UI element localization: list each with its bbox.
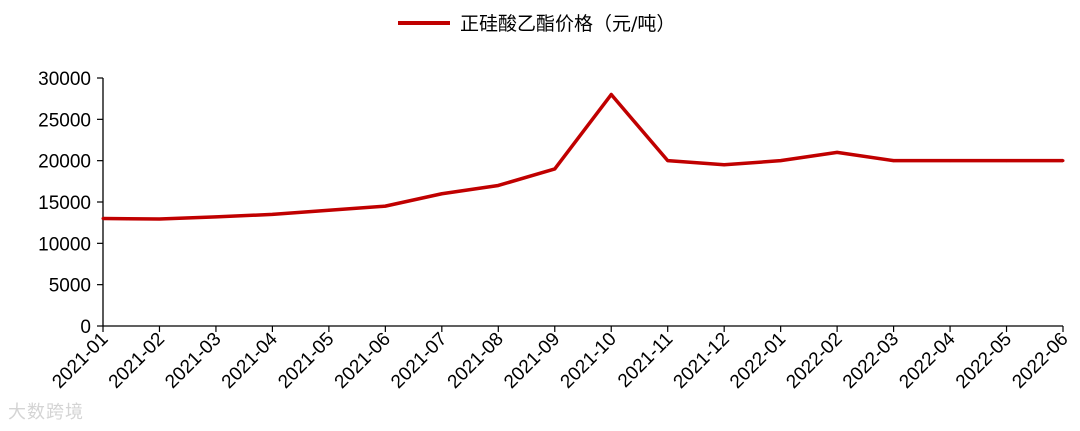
x-tick-label: 2021-01 <box>48 329 112 393</box>
x-tick-label: 2021-02 <box>105 329 169 393</box>
data-point <box>779 159 783 163</box>
legend-label: 正硅酸乙酯价格（元/吨） <box>460 13 675 35</box>
x-tick-label: 2021-05 <box>274 329 338 393</box>
x-tick-label: 2022-03 <box>839 329 903 393</box>
y-tick-label: 10000 <box>38 234 91 255</box>
data-point <box>383 204 387 208</box>
x-tick-label: 2021-06 <box>331 329 395 393</box>
y-tick-label: 25000 <box>38 110 91 131</box>
x-tick-label: 2021-08 <box>444 329 508 393</box>
watermark: 大数跨境 <box>8 402 84 423</box>
data-point <box>609 93 613 97</box>
x-tick-label: 2021-10 <box>557 329 621 393</box>
y-tick-label: 15000 <box>38 193 91 214</box>
x-tick-label: 2022-01 <box>726 329 790 393</box>
legend: 正硅酸乙酯价格（元/吨） <box>398 13 675 35</box>
data-point <box>892 159 896 163</box>
y-tick-label: 5000 <box>49 276 91 297</box>
y-tick-label: 0 <box>80 317 91 338</box>
y-tick-label: 20000 <box>38 152 91 173</box>
series-line <box>102 92 1063 221</box>
x-tick-label: 2021-03 <box>161 329 225 393</box>
x-tick-label: 2022-06 <box>1008 329 1072 393</box>
data-point <box>440 192 444 196</box>
data-point <box>157 217 161 221</box>
series-group <box>101 92 1065 221</box>
data-point <box>722 163 726 167</box>
data-point <box>101 217 105 221</box>
data-point <box>270 212 274 216</box>
data-point <box>666 159 670 163</box>
x-tick-label: 2021-12 <box>670 329 734 393</box>
data-point <box>496 183 500 187</box>
data-point <box>835 150 839 154</box>
x-tick-label: 2022-04 <box>895 328 959 392</box>
data-point <box>1005 159 1009 163</box>
y-axis-ticks: 0 5000 10000 15000 20000 25000 30000 <box>38 69 103 338</box>
x-tick-label: 2022-05 <box>952 329 1016 393</box>
data-point <box>214 215 218 219</box>
y-tick-label: 30000 <box>38 69 91 90</box>
x-tick-label: 2021-11 <box>614 329 677 392</box>
data-point <box>327 208 331 212</box>
axes <box>102 78 1063 327</box>
x-axis-ticks: 2021-012021-022021-032021-042021-052021-… <box>48 326 1073 393</box>
x-tick-label: 2021-04 <box>218 328 282 392</box>
x-tick-label: 2021-09 <box>500 329 564 393</box>
data-point <box>948 159 952 163</box>
x-tick-label: 2021-07 <box>387 329 451 393</box>
data-point <box>1061 159 1065 163</box>
data-point <box>553 167 557 171</box>
x-tick-label: 2022-02 <box>782 329 846 393</box>
